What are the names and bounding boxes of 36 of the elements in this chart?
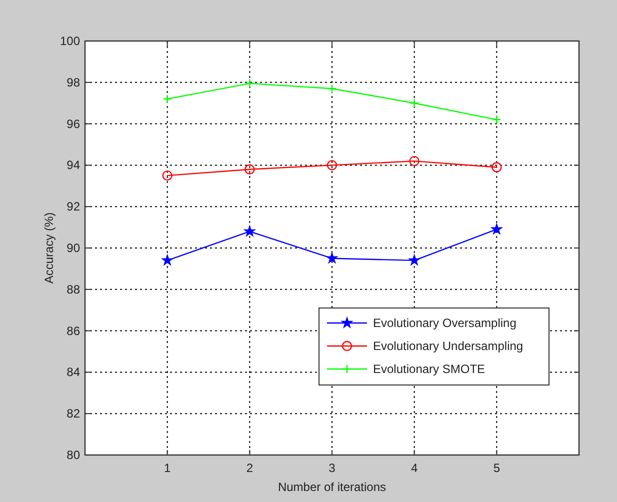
x-tick-label: 3 xyxy=(328,461,336,475)
y-tick-label: 100 xyxy=(60,34,80,48)
legend-label: Evolutionary SMOTE xyxy=(373,362,486,376)
x-tick-label: 5 xyxy=(493,461,500,475)
point xyxy=(244,164,255,174)
legend-label: Evolutionary Undersampling xyxy=(373,339,524,353)
y-tick-label: 96 xyxy=(66,116,80,131)
point xyxy=(327,84,337,94)
y-tick-label: 98 xyxy=(66,75,80,90)
x-tick-label: 1 xyxy=(164,461,171,475)
x-axis-title: Number of iterations xyxy=(278,480,386,494)
x-tick-label: 2 xyxy=(246,461,254,475)
y-axis-title: Accuracy (%) xyxy=(42,212,56,284)
y-tick-label: 86 xyxy=(66,324,80,338)
point xyxy=(326,160,338,170)
point xyxy=(326,252,338,264)
point xyxy=(492,162,502,172)
y-tick-label: 80 xyxy=(66,448,80,462)
y-tick-label: 94 xyxy=(66,158,80,172)
point xyxy=(409,156,420,166)
point xyxy=(162,94,172,104)
point xyxy=(491,224,502,234)
y-tick-label: 92 xyxy=(66,200,80,214)
x-tick-label: 4 xyxy=(410,461,418,475)
point xyxy=(492,115,502,124)
point xyxy=(162,254,173,266)
point xyxy=(244,226,256,236)
y-tick-label: 88 xyxy=(66,282,80,296)
legend-label: Evolutionary Oversampling xyxy=(373,316,516,330)
point xyxy=(245,78,254,88)
y-tick-label: 82 xyxy=(66,406,80,421)
y-tick-label: 90 xyxy=(66,241,80,255)
point xyxy=(410,98,419,108)
y-tick-label: 84 xyxy=(66,365,80,380)
point xyxy=(408,254,420,266)
point xyxy=(162,170,172,181)
